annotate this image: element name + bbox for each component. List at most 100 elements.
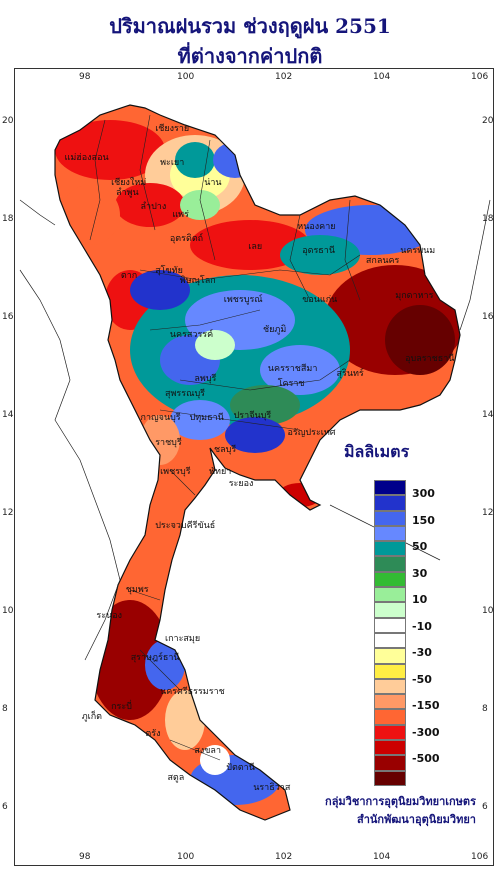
province-label: เพชรบูรณ์ [223,295,263,306]
legend-swatch [374,587,406,603]
bottom-lon-tick: 98 [79,852,91,862]
legend-label: -10 [412,619,432,633]
legend-swatch [374,480,406,496]
province-label: ปทุมธานี [189,413,224,423]
province-label: เชียงราย [155,123,190,134]
province-label: สงขลา [194,746,221,757]
legend-label: 10 [412,593,428,606]
legend-swatch [374,632,406,649]
legend-swatch [374,663,406,679]
legend-swatch [374,709,406,725]
legend-swatch [374,495,406,511]
right-lat-tick: 18 [482,214,494,224]
right-lat-tick: 20 [482,116,494,126]
province-label: กาญจนบุรี [140,413,181,423]
province-label: พิษณุโลก [179,275,216,286]
province-label: กระบี่ [111,702,132,713]
province-label: ตรัง [145,729,161,740]
province-label: พัทยา [209,466,232,477]
top-lon-tick: 106 [471,72,489,82]
province-label: สุราษฎร์ธานี [130,653,180,664]
bottom-lon-tick: 100 [177,852,195,862]
province-label: สตูล [167,773,185,784]
province-label: สุรินทร์ [336,368,364,379]
province-label: สกลนคร [365,256,400,267]
province-label: ตาก [120,270,138,281]
province-label: นราธิวาส [253,782,291,793]
province-label: ระนอง [96,611,123,622]
legend-swatch [374,617,406,633]
province-label: นครราชสีมา [267,364,318,374]
right-lat-tick: 6 [482,802,488,812]
province-label: หนองคาย [297,221,336,232]
bottom-lon-tick: 104 [373,852,391,862]
left-lat-tick: 14 [2,410,14,420]
province-label: อุดรธานี [302,246,335,257]
province-label: ภูเก็ต [81,711,102,722]
province-label: ชัยภูมิ [263,324,287,335]
legend-title: มิลลิเมตร [344,442,410,461]
map-title: ปริมาณฝนรวม ช่วงฤดูฝน 2551 [109,14,391,38]
province-label: ปัตตานี [226,763,255,774]
province-label: ชุมพร [125,584,149,595]
top-lon-tick: 102 [275,72,293,82]
legend-swatch [374,755,406,771]
legend-swatch [374,556,406,572]
legend-swatch [374,694,406,710]
province-label: แม่ฮ่องสอน [64,153,109,164]
province-label: พะเยา [160,158,185,169]
left-lat-tick: 12 [2,508,14,518]
legend-label: 150 [412,513,435,527]
province-label: นครศรีธรรมราช [160,687,225,698]
province-label: ลำพูน [116,187,139,198]
province-label: มุกดาหาร [395,290,434,301]
legend-swatch [374,541,406,557]
top-lon-tick: 98 [79,72,91,82]
legend-swatch [374,648,406,664]
legend-swatch [374,510,406,526]
legend-label: -300 [412,725,440,739]
left-lat-tick: 6 [2,802,8,812]
left-lat-tick: 8 [2,704,8,714]
left-lat-tick: 16 [2,312,14,322]
legend-label: -150 [412,699,440,712]
left-lat-tick: 18 [2,214,14,224]
province-label: นครพนม [400,246,436,257]
legend-label: 30 [412,566,428,580]
bottom-lon-tick: 102 [275,852,293,862]
province-label: ปราจีนบุรี [233,410,272,421]
legend-swatch [374,740,406,756]
province-label: ลพบุรี [194,373,217,384]
credit-line-1: กลุ่มวิชาการอุตุนิยมวิทยาเกษตร [325,795,476,808]
province-label: สุพรรณบุรี [165,388,205,399]
left-lat-tick: 10 [2,606,14,616]
legend-label: 50 [412,540,428,553]
right-lat-tick: 14 [482,410,494,420]
legend-colorbar [374,480,406,786]
province-label: นครสวรรค์ [169,329,214,340]
map-frame [14,68,494,866]
province-label: เกาะสมุย [165,633,201,644]
legend-swatch [374,525,406,542]
legend-label: 300 [412,487,435,500]
province-label: ราชบุรี [155,437,182,448]
province-label: ขอนแก่น [302,295,338,306]
map-subtitle: ที่ต่างจากค่าปกติ [177,44,323,68]
province-label: อุบลราชธานี [405,354,455,365]
province-label: แพร่ [172,209,189,220]
legend-label: -50 [412,672,432,686]
right-lat-tick: 12 [482,508,494,518]
left-lat-tick: 20 [2,116,14,126]
province-label: ประจวบคีรีขันธ์ [155,520,216,531]
legend-swatch [374,724,406,741]
province-label: โคราช [277,378,305,389]
top-lon-tick: 100 [177,72,195,82]
province-label: เพชรบุรี [160,466,191,477]
credit-line-2: สำนักพัฒนาอุตุนิยมวิทยา [357,813,476,826]
legend-label: -30 [412,646,432,659]
right-lat-tick: 10 [482,606,494,616]
province-label: สุโขทัย [155,266,183,276]
right-lat-tick: 16 [482,312,494,322]
legend-label: -500 [412,752,440,765]
